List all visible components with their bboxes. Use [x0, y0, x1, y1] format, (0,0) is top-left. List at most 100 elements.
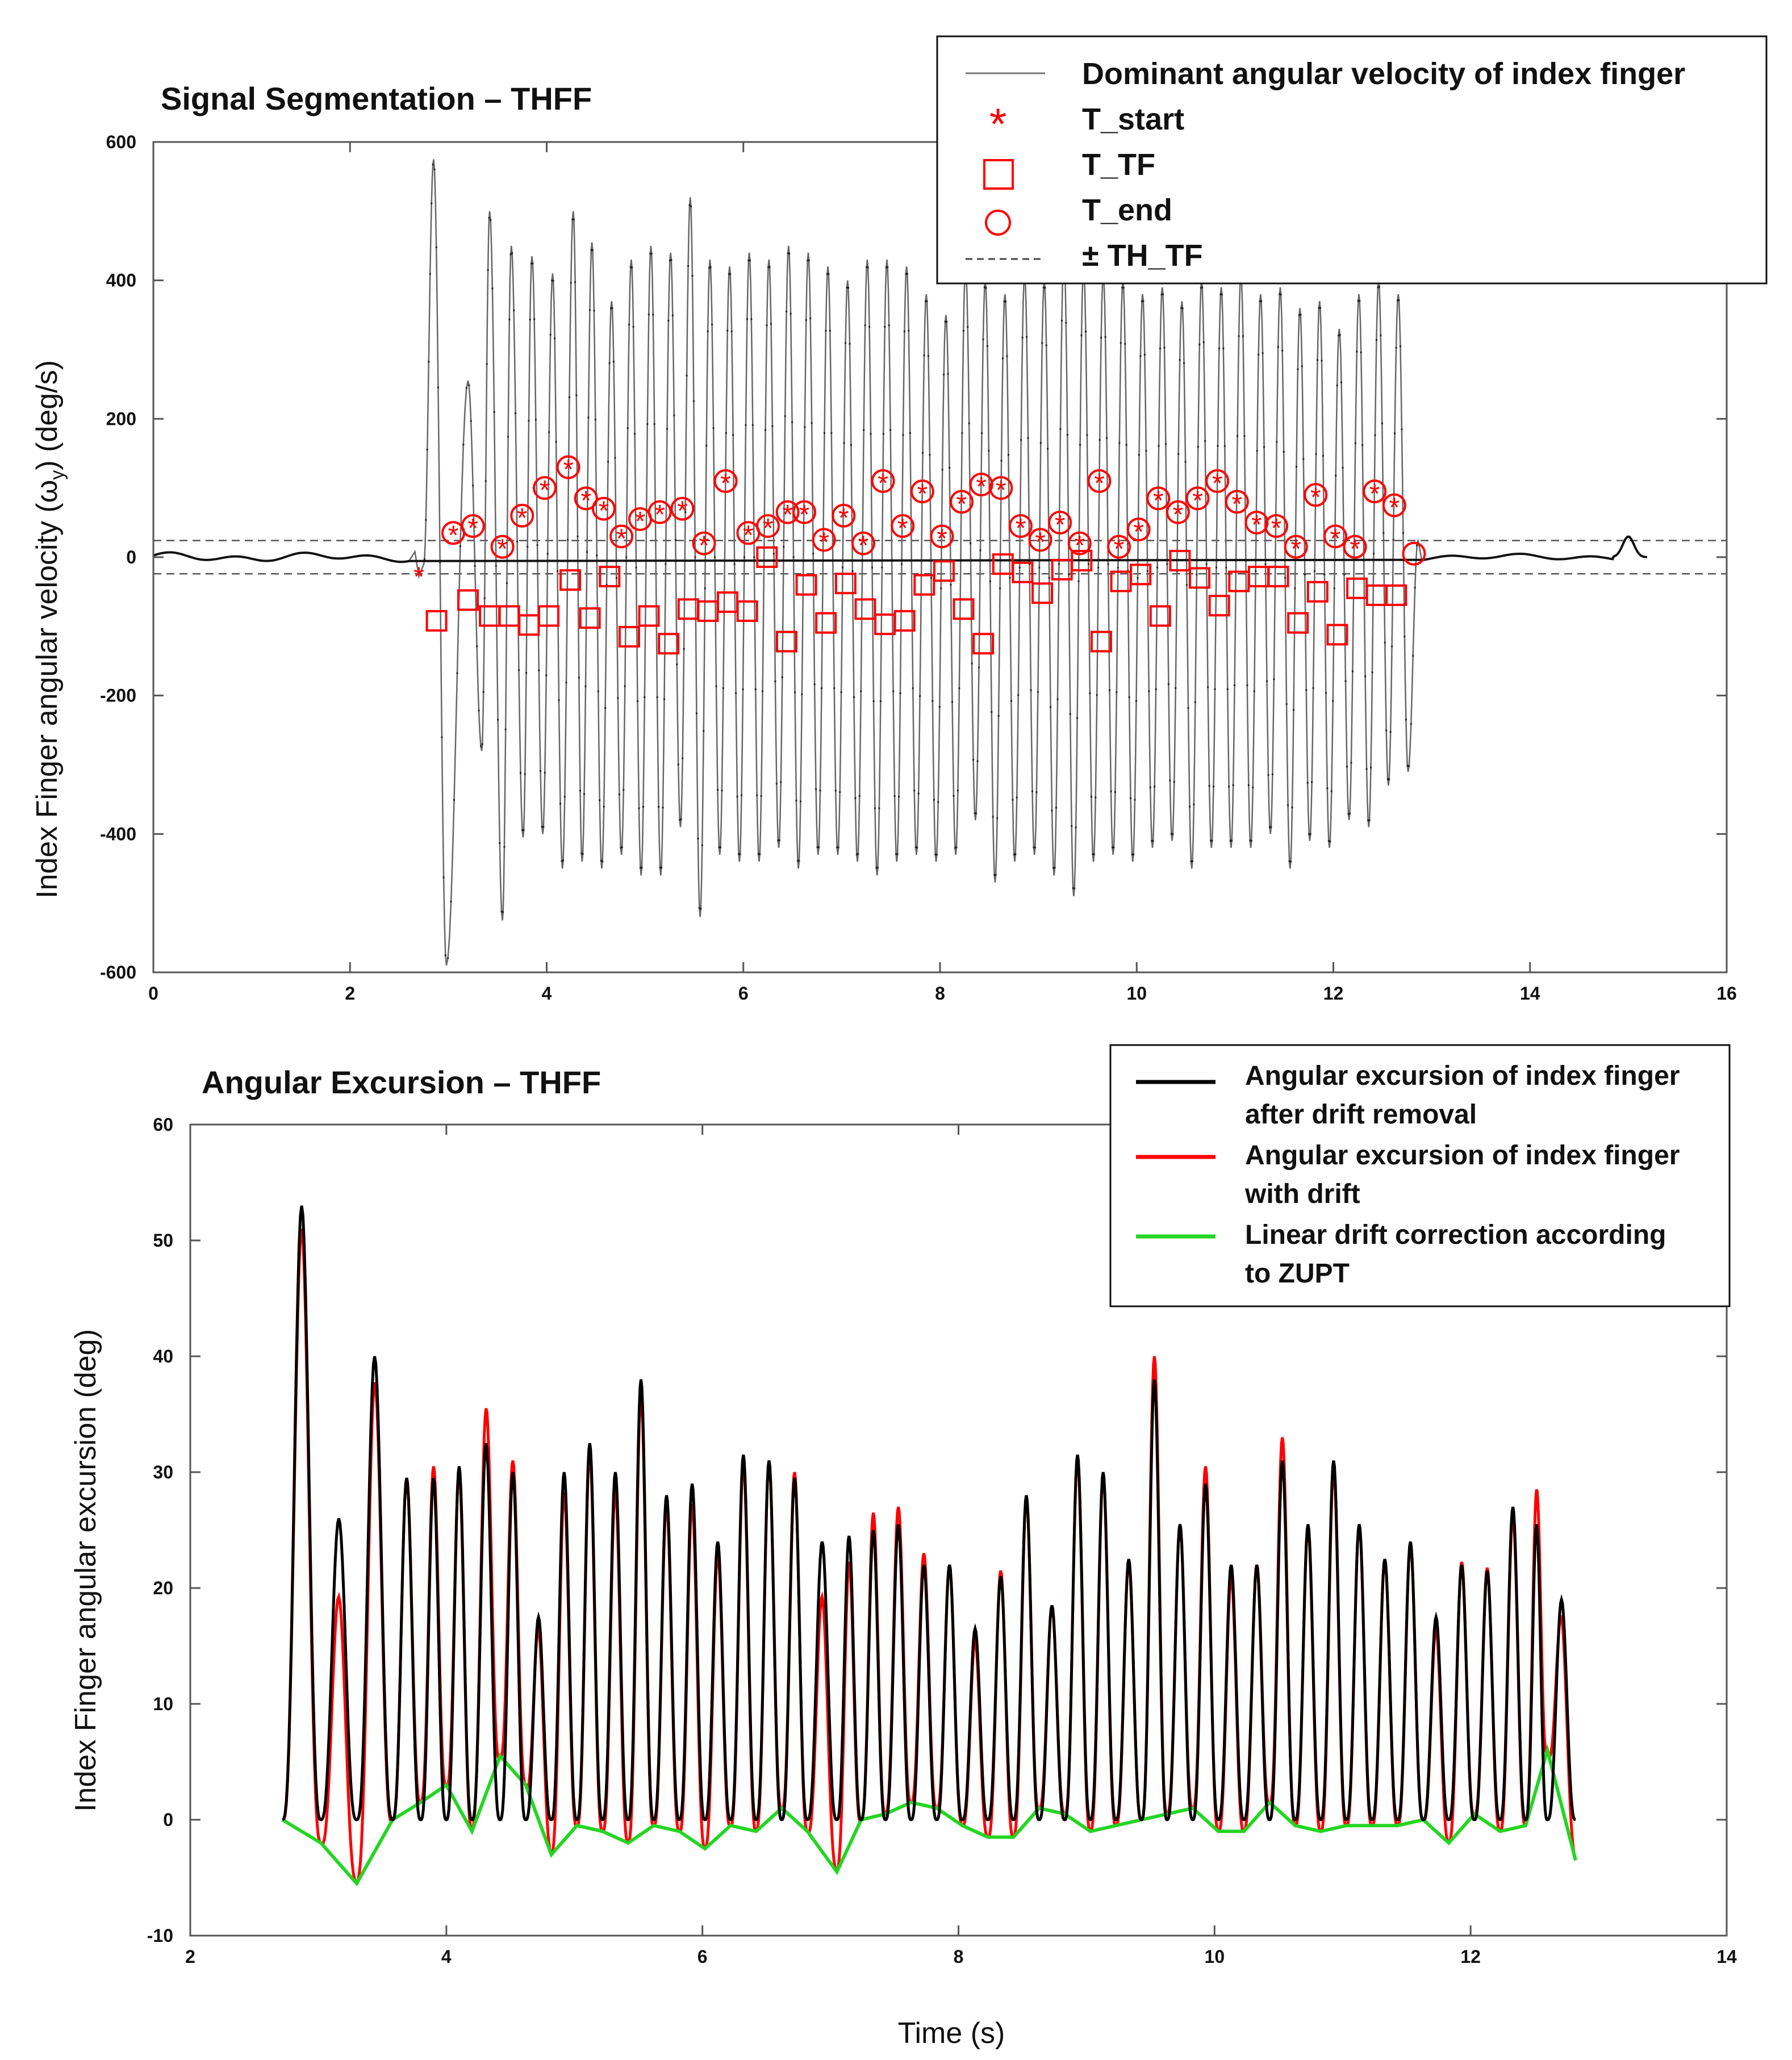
t-end-marker	[490, 534, 515, 559]
bottom-plot-area	[281, 1205, 1577, 1887]
bottom-legend-box	[1109, 1044, 1731, 1307]
t-end-marker	[989, 476, 1013, 500]
bottom-legend: Angular excursion of index finger after …	[1109, 1044, 1731, 1307]
t-start-marker: *	[540, 475, 550, 505]
t-tf-marker	[1326, 624, 1348, 646]
t-start-marker: *	[1251, 510, 1262, 540]
t-start-marker: *	[599, 496, 609, 527]
top-ticks: 600 400 200 0 -200 -400 -600 0 2 4 6 8 10 12 14 16	[100, 132, 1737, 1004]
t-tf-marker	[893, 610, 916, 632]
t-end-marker	[648, 500, 672, 524]
t-end-marker	[1126, 517, 1151, 542]
bottom-y-tick-label: 60	[153, 1114, 173, 1135]
top-y-axis-label-main: Index Finger angular velocity (ω	[31, 480, 64, 899]
t-end-marker	[1382, 493, 1406, 517]
bottom-chart: Angular Excursion – THFF Index Finger an…	[69, 1044, 1737, 2050]
t-start-marker: *	[654, 500, 665, 530]
legend-label-t-start: T_start	[1082, 102, 1184, 136]
t-tf-marker	[1189, 567, 1211, 589]
top-y-tick-label: 200	[106, 408, 136, 429]
t-start-marker: *	[956, 490, 967, 520]
t-end-marker	[1402, 541, 1426, 566]
t-end-marker	[461, 514, 485, 538]
top-x-tick-label: 12	[1323, 983, 1344, 1004]
t-end-marker	[533, 476, 557, 500]
legend-asterisk-marker: *	[989, 99, 1006, 149]
legend-red-line2: with drift	[1244, 1179, 1360, 1209]
t-end-marker	[1146, 486, 1171, 511]
t-start-marker: *	[838, 503, 849, 533]
t-tf-marker	[457, 589, 479, 611]
t-tf-marker	[775, 630, 797, 653]
t-end-marker	[832, 503, 856, 528]
t-tf-marker	[1130, 563, 1152, 586]
t-start-marker: *	[616, 524, 627, 554]
bottom-x-tick-label: 2	[185, 1946, 195, 1967]
t-end-marker	[812, 528, 836, 552]
t-start-marker: *	[1271, 513, 1282, 544]
bottom-y-axis-label: Index Finger angular excursion (deg)	[69, 1329, 102, 1812]
t-start-marker: *	[897, 513, 908, 544]
t-tf-marker	[736, 600, 758, 622]
t-end-marker	[1343, 534, 1367, 559]
top-markers: ** ****** *** * **** * * ********** ** ******* * **…	[413, 455, 1426, 655]
top-x-tick-label: 2	[345, 983, 355, 1004]
t-end-marker	[1264, 514, 1289, 538]
top-x-tick-label: 4	[542, 983, 552, 1004]
top-x-tick-label: 6	[738, 983, 749, 1004]
bottom-y-tick-label: 20	[153, 1578, 173, 1598]
t-tf-marker	[658, 633, 680, 655]
t-start-marker: *	[699, 531, 709, 561]
legend-label-threshold: ± TH_TF	[1082, 239, 1203, 273]
bottom-ticks: 60 50 40 30 20 10 0 -10 2 4 6 8 10 12 14	[147, 1114, 1737, 1967]
top-x-tick-label: 8	[935, 983, 945, 1004]
top-y-axis-label: Index Finger angular velocity (ωy) (deg/…	[31, 360, 68, 899]
top-plot-area	[153, 159, 1647, 966]
bottom-x-tick-label: 8	[954, 1946, 964, 1967]
t-end-marker	[930, 524, 954, 549]
t-start-marker: *	[1094, 469, 1105, 499]
t-end-marker	[1205, 469, 1230, 493]
top-y-axis-label-tail: ) (deg/s)	[31, 360, 64, 470]
t-end-marker	[950, 490, 974, 514]
t-tf-marker	[1306, 580, 1329, 603]
top-y-tick-label: -600	[100, 962, 136, 983]
t-start-marker: *	[1133, 517, 1144, 547]
t-start-marker: *	[563, 455, 574, 485]
t-start-marker: *	[1350, 534, 1360, 565]
t-tf-marker	[425, 610, 448, 632]
bottom-y-tick-label: 40	[153, 1346, 173, 1367]
t-start-marker: *	[937, 524, 947, 554]
t-end-marker	[775, 500, 800, 524]
t-end-marker	[1087, 469, 1112, 493]
legend-label-signal: Dominant angular velocity of index finge…	[1082, 57, 1685, 91]
legend-black-line2: after drift removal	[1245, 1100, 1477, 1130]
t-start-marker: *	[497, 534, 508, 565]
t-start-marker: *	[799, 500, 810, 530]
t-start-marker: *	[1074, 531, 1085, 561]
t-end-marker	[756, 514, 780, 538]
t-tf-marker	[953, 598, 975, 620]
baseline-signal	[153, 536, 1647, 563]
t-end-marker	[1107, 534, 1131, 559]
t-start-marker: *	[1330, 524, 1341, 554]
t-end-marker	[910, 479, 934, 504]
bottom-x-tick-label: 14	[1716, 1946, 1737, 1967]
t-tf-marker	[1287, 612, 1309, 634]
t-end-marker	[1284, 534, 1308, 559]
bottom-y-tick-label: 10	[153, 1694, 173, 1714]
bottom-y-tick-label: 0	[163, 1810, 173, 1830]
t-end-marker	[510, 503, 534, 528]
t-end-marker	[792, 500, 817, 524]
t-end-marker	[692, 531, 716, 555]
bottom-x-tick-label: 6	[697, 1946, 708, 1967]
legend-black-line1: Angular excursion of index finger	[1245, 1061, 1680, 1091]
t-end-marker	[609, 524, 634, 549]
t-start-marker: *	[996, 475, 1006, 505]
t-tf-marker	[599, 566, 621, 588]
t-start-marker: *	[720, 469, 731, 499]
legend-green-line2: to ZUPT	[1245, 1259, 1350, 1289]
t-start-marker: *	[1310, 482, 1321, 512]
t-end-marker	[1048, 511, 1072, 535]
